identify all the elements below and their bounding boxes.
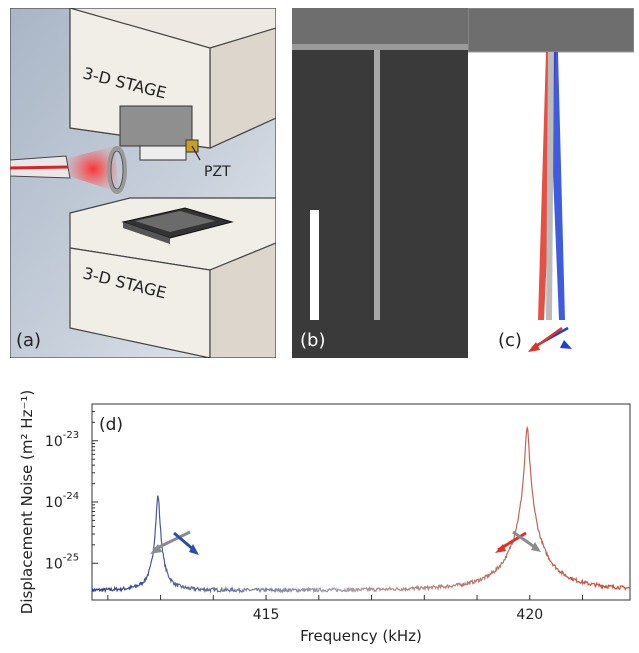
y-tick-label: 10-23	[45, 430, 79, 450]
plot-frame	[91, 403, 631, 601]
pzt-label: PZT	[204, 164, 231, 180]
sample-holder	[119, 105, 201, 161]
spectrum-trace	[91, 425, 631, 594]
sem-image	[292, 8, 468, 320]
nanowire	[374, 50, 380, 320]
x-axis-label: Frequency (kHz)	[300, 627, 422, 645]
x-tick-label: 420	[516, 607, 543, 623]
x-tick-label: 415	[253, 607, 280, 623]
panel-d-label: (d)	[99, 415, 123, 435]
setup-illustration: 3-D STAGE 3-D STAGE PZT	[9, 7, 277, 359]
panel-d: 415 420 10-25 10-24 10-23 (d) Frequency (kH…	[0, 370, 639, 649]
panel-c: (c)	[467, 7, 635, 358]
arrows-right	[495, 530, 541, 553]
panel-b-label: (b)	[300, 330, 326, 351]
mode-illustration	[467, 7, 635, 352]
panel-b: (b)	[292, 8, 468, 358]
arrows-left	[150, 530, 199, 555]
y-tick-label: 10-25	[45, 552, 79, 572]
y-axis-label: Displacement Noise (m² Hz⁻¹)	[18, 390, 36, 614]
fiber-and-lens	[9, 146, 127, 194]
spectrum-chart: 415 420 10-25 10-24 10-23 (d) Frequency (kH…	[18, 390, 631, 645]
panel-c-label: (c)	[498, 330, 522, 351]
panel-a: 3-D STAGE 3-D STAGE PZT (a)	[9, 7, 277, 359]
y-tick-label: 10-24	[45, 491, 79, 511]
scale-bar	[310, 210, 319, 320]
panel-a-label: (a)	[16, 330, 42, 351]
